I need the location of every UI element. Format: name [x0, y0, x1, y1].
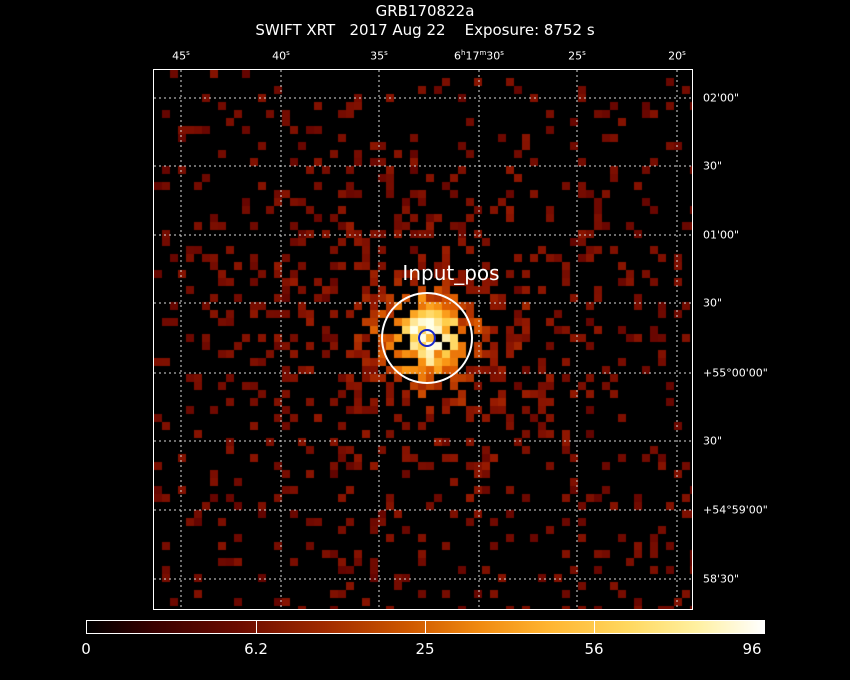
colorbar-label-4: 96	[742, 640, 762, 658]
colorbar-label-0: 0	[81, 640, 91, 658]
dec-label-1: 30"	[703, 159, 723, 173]
dec-label-4: +55°00'00"	[703, 366, 768, 380]
dec-label-5: 30"	[703, 434, 723, 448]
colorbar-label-1: 6.2	[244, 640, 268, 658]
ra-label-30s: 6h17m30s	[454, 49, 504, 63]
colorbar-tick	[256, 620, 257, 634]
ra-label-35s: 35s	[370, 49, 388, 63]
dec-label-3: 30"	[703, 296, 723, 310]
input-position-circle[interactable]	[381, 292, 473, 384]
region-label: Input_pos	[402, 261, 499, 285]
xray-image-panel[interactable]: Input_pos	[153, 69, 693, 610]
colorbar-tick	[425, 620, 426, 634]
colorbar-tick	[594, 620, 595, 634]
dec-label-6: +54°59'00"	[703, 503, 768, 517]
dec-label-0: 02'00"	[703, 91, 740, 105]
ra-label-40s: 40s	[272, 49, 290, 63]
coordinate-grid	[154, 70, 692, 609]
xray-counts-image	[154, 70, 692, 609]
ra-label-25s: 25s	[568, 49, 586, 63]
ra-label-20s: 20s	[668, 49, 686, 63]
image-title: GRB170822a	[375, 2, 475, 20]
dec-label-7: 58'30"	[703, 572, 740, 586]
overlay-layer: Input_pos	[154, 70, 692, 609]
colorbar-label-2: 25	[415, 640, 435, 658]
dec-label-2: 01'00"	[703, 228, 740, 242]
ra-label-45s: 45s	[172, 49, 190, 63]
observation-info: SWIFT XRT 2017 Aug 22 Exposure: 8752 s	[255, 21, 595, 39]
colorbar-label-3: 56	[584, 640, 604, 658]
source-position-marker[interactable]	[418, 329, 436, 347]
